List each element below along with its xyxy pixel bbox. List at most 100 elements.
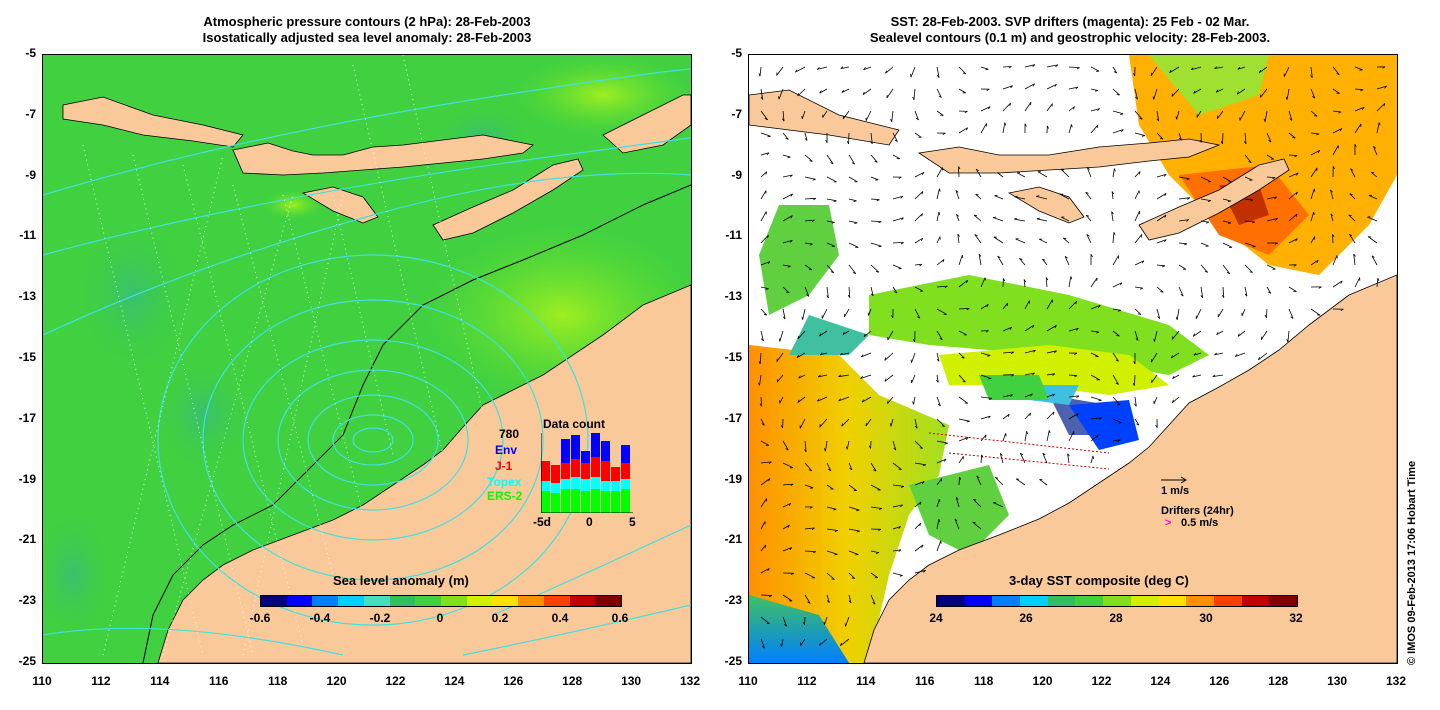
- velocity-arrow: [826, 550, 838, 555]
- velocity-arrowhead: [811, 219, 815, 223]
- velocity-arrowhead: [776, 379, 779, 383]
- velocity-arrow: [887, 396, 894, 404]
- velocity-arrow: [958, 166, 960, 178]
- velocity-arrowhead: [1098, 399, 1102, 402]
- velocity-arrow: [1024, 393, 1033, 398]
- velocity-arrow: [1134, 330, 1139, 341]
- velocity-arrowhead: [796, 354, 799, 358]
- velocity-arrowhead: [838, 398, 842, 402]
- velocity-arrow: [993, 502, 1004, 508]
- velocity-arrow: [914, 501, 922, 508]
- velocity-arrowhead: [856, 530, 860, 533]
- velocity-arrow: [936, 418, 945, 427]
- sea-level-map-svg: [43, 55, 691, 663]
- velocity-arrow: [841, 88, 850, 93]
- velocity-arrowhead: [921, 172, 925, 176]
- velocity-arrowhead: [1234, 354, 1238, 357]
- velocity-arrow: [980, 415, 991, 420]
- velocity-arrowhead: [1086, 234, 1090, 237]
- velocity-arrow: [760, 440, 770, 446]
- sst-map[interactable]: 1 m/s Drifters (24hr) > 0.5 m/s 3-day SS…: [748, 54, 1398, 664]
- sea-level-anomaly-map[interactable]: Data count 780 Env J-1 Topex ERS-2 -5d 0…: [42, 54, 692, 664]
- velocity-arrow: [1024, 324, 1035, 332]
- velocity-arrowhead: [1199, 139, 1202, 143]
- velocity-arrowhead: [1227, 200, 1231, 203]
- velocity-arrow: [1153, 396, 1158, 404]
- longitude-tick: 126: [503, 674, 524, 688]
- left-title-line2: Isostatically adjusted sea level anomaly…: [202, 30, 532, 45]
- velocity-arrow: [1112, 308, 1121, 311]
- velocity-arrowhead: [1042, 258, 1046, 261]
- velocity-arrowhead: [1249, 271, 1253, 273]
- velocity-arrowhead: [766, 622, 770, 625]
- velocity-arrowhead: [872, 601, 876, 605]
- velocity-arrow: [1212, 374, 1224, 377]
- velocity-arrow: [826, 484, 834, 490]
- velocity-arrowhead: [797, 93, 799, 97]
- velocity-arrowhead: [1064, 255, 1068, 259]
- velocity-arrow: [887, 330, 894, 341]
- velocity-arrow: [848, 594, 852, 603]
- colorbar-segment: [1103, 596, 1131, 606]
- velocity-arrow: [822, 110, 828, 118]
- velocity-arrowhead: [1054, 84, 1057, 87]
- velocity-arrow: [804, 219, 815, 222]
- velocity-arrowhead: [816, 67, 820, 70]
- velocity-arrow: [1112, 418, 1122, 424]
- velocity-arrow: [1332, 128, 1343, 134]
- velocity-arrow: [1260, 88, 1268, 98]
- velocity-arrow: [1288, 191, 1298, 200]
- velocity-arrowhead: [868, 445, 871, 449]
- colorbar-tick: 0: [436, 611, 444, 625]
- velocity-arrow: [1039, 238, 1048, 244]
- velocity-arrowhead: [875, 271, 879, 273]
- velocity-arrow: [1002, 66, 1012, 68]
- velocity-arrow: [1178, 176, 1190, 180]
- drifters-speed-label: 0.5 m/s: [1181, 517, 1219, 529]
- velocity-arrowhead: [1164, 214, 1167, 218]
- velocity-arrowhead: [849, 467, 853, 471]
- velocity-arrow: [797, 330, 806, 340]
- velocity-arrow: [760, 132, 771, 137]
- velocity-arrowhead: [898, 176, 902, 179]
- velocity-arrowhead: [797, 399, 800, 403]
- sst-map-svg: [749, 55, 1397, 663]
- velocity-arrow: [1090, 396, 1102, 401]
- velocity-arrowhead: [1026, 431, 1028, 435]
- velocity-arrow: [1266, 264, 1276, 270]
- velocity-arrowhead: [959, 476, 962, 480]
- velocity-arrow: [760, 521, 766, 530]
- velocity-arrowhead: [1292, 137, 1296, 139]
- velocity-arrow: [804, 242, 813, 245]
- velocity-arrowhead: [1113, 232, 1116, 236]
- velocity-arrowhead: [787, 265, 791, 268]
- velocity-arrow: [910, 66, 916, 78]
- velocity-arrow: [1068, 300, 1077, 310]
- velocity-arrow: [1288, 172, 1299, 178]
- velocity-arrowhead: [1172, 399, 1174, 403]
- velocity-arrowhead: [974, 214, 978, 217]
- velocity-arrow: [1288, 110, 1293, 121]
- velocity-arrowhead: [937, 403, 941, 407]
- velocity-arrow: [1156, 286, 1164, 293]
- velocity-arrowhead: [801, 115, 803, 119]
- velocity-arrow: [1171, 330, 1180, 340]
- velocity-arrow: [1090, 108, 1100, 112]
- velocity-arrow: [760, 461, 772, 464]
- velocity-arrowhead: [1075, 86, 1079, 90]
- velocity-arrowhead: [1190, 67, 1194, 70]
- velocity-arrowhead: [1141, 260, 1145, 264]
- velocity-arrow: [782, 594, 793, 602]
- velocity-arrowhead: [942, 132, 946, 135]
- velocity-arrowhead: [1076, 327, 1079, 331]
- longitude-tick: 126: [1209, 674, 1230, 688]
- velocity-arrow: [865, 418, 872, 427]
- velocity-arrow: [826, 242, 835, 247]
- velocity-arrowhead: [873, 469, 877, 472]
- velocity-arrow: [1266, 132, 1272, 143]
- velocity-arrowhead: [1164, 193, 1167, 197]
- velocity-arrowhead: [978, 253, 982, 257]
- velocity-arrowhead: [976, 475, 980, 479]
- velocity-arrow: [1241, 308, 1246, 316]
- velocity-arrow: [804, 440, 807, 452]
